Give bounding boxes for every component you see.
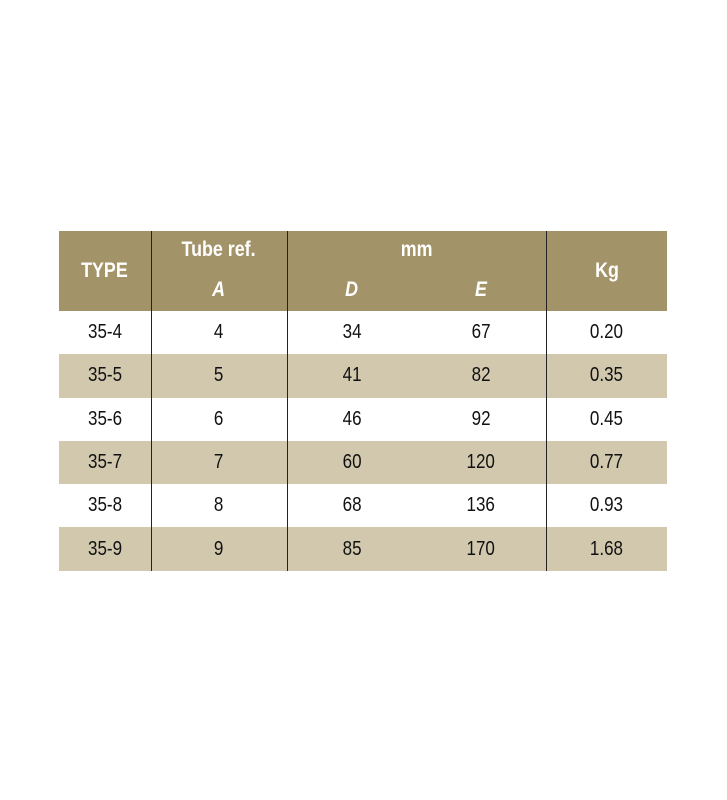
table-row: 35-9 9 85 170 1.68 xyxy=(59,527,668,571)
cell-kg: 0.77 xyxy=(545,440,668,485)
cell-kg: 0.35 xyxy=(545,354,668,398)
table-row: 35-5 5 41 82 0.35 xyxy=(59,354,668,398)
spec-table: TYPE Tube ref. mm Kg A D E 35-4 4 34 67 0.20… xyxy=(59,231,668,571)
header-mm: mm xyxy=(286,231,547,269)
cell-d: 60 xyxy=(286,440,416,485)
cell-e: 120 xyxy=(416,440,547,485)
cell-a: 9 xyxy=(150,527,287,571)
cell-type: 35-4 xyxy=(87,321,122,344)
cell-a: 8 xyxy=(150,484,287,528)
cell-kg: 0.45 xyxy=(545,397,668,441)
cell-e: 136 xyxy=(466,494,495,517)
table-row: 35-7 7 60 120 0.77 xyxy=(59,440,668,485)
header-d: D xyxy=(286,269,416,311)
cell-kg: 1.68 xyxy=(545,527,668,571)
cell-e: 92 xyxy=(471,407,491,430)
cell-d: 34 xyxy=(286,311,416,355)
cell-a: 7 xyxy=(150,440,287,485)
cell-type: 35-8 xyxy=(87,494,122,517)
cell-type: 35-9 xyxy=(59,527,151,571)
cell-d: 85 xyxy=(286,527,416,571)
cell-e: 170 xyxy=(416,527,547,571)
table-row: 35-6 6 46 92 0.45 xyxy=(59,397,668,441)
cell-e: 67 xyxy=(471,321,491,344)
header-tube-ref: Tube ref. xyxy=(150,231,287,269)
cell-d: 46 xyxy=(286,397,416,441)
header-e: E xyxy=(416,269,547,311)
cell-e: 82 xyxy=(416,354,547,398)
table-row: 35-4 4 34 67 0.20 xyxy=(59,311,668,355)
cell-type: 35-7 xyxy=(59,440,151,485)
cell-a: 6 xyxy=(150,397,287,441)
cell-d: 41 xyxy=(286,354,416,398)
header-type: TYPE xyxy=(59,231,151,311)
cell-type: 35-5 xyxy=(59,354,151,398)
cell-kg: 0.93 xyxy=(545,484,668,528)
cell-a: 4 xyxy=(150,311,287,355)
cell-type: 35-6 xyxy=(87,407,122,430)
header-kg: Kg xyxy=(545,231,668,311)
cell-a: 5 xyxy=(150,354,287,398)
cell-kg: 0.20 xyxy=(545,311,668,355)
header-a: A xyxy=(150,269,287,311)
table-row: 35-8 8 68 136 0.93 xyxy=(59,484,668,528)
cell-d: 68 xyxy=(286,484,416,528)
